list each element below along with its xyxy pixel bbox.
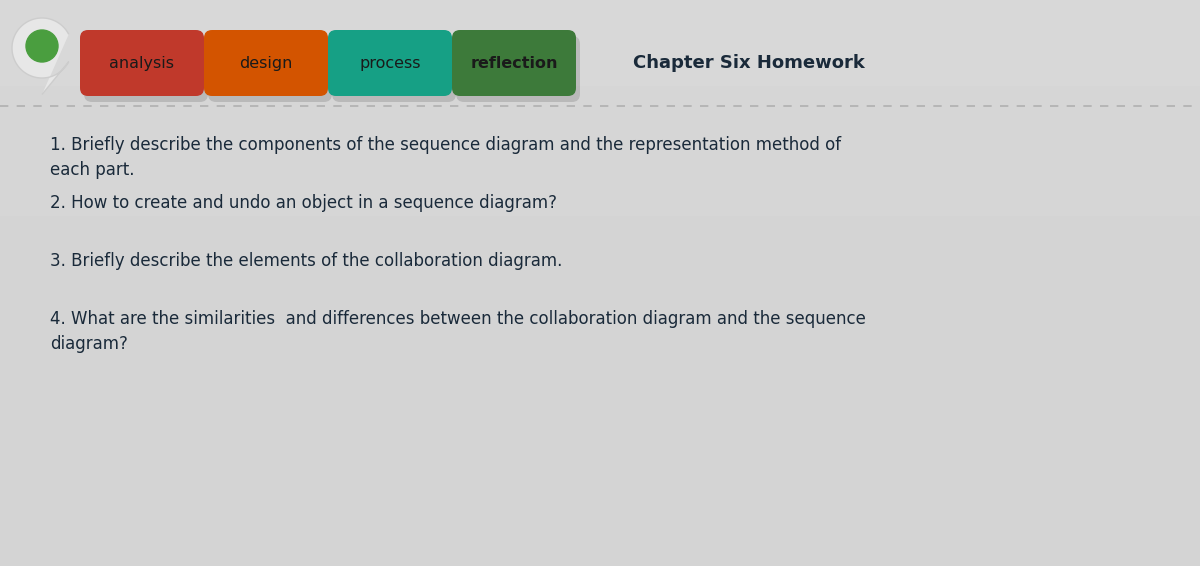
FancyBboxPatch shape: [452, 30, 576, 96]
FancyBboxPatch shape: [0, 86, 1200, 566]
Text: design: design: [239, 55, 293, 71]
FancyBboxPatch shape: [80, 30, 204, 96]
FancyBboxPatch shape: [204, 30, 328, 96]
FancyBboxPatch shape: [84, 36, 208, 102]
PathPatch shape: [12, 18, 68, 95]
Text: 2. How to create and undo an object in a sequence diagram?: 2. How to create and undo an object in a…: [50, 194, 557, 212]
Text: reflection: reflection: [470, 55, 558, 71]
FancyBboxPatch shape: [0, 86, 1200, 216]
Text: process: process: [359, 55, 421, 71]
FancyBboxPatch shape: [332, 36, 456, 102]
FancyBboxPatch shape: [456, 36, 580, 102]
Text: analysis: analysis: [109, 55, 174, 71]
Text: Chapter Six Homework: Chapter Six Homework: [634, 54, 865, 72]
Circle shape: [26, 30, 58, 62]
FancyBboxPatch shape: [208, 36, 332, 102]
FancyBboxPatch shape: [328, 30, 452, 96]
FancyBboxPatch shape: [0, 0, 1200, 86]
Text: 4. What are the similarities  and differences between the collaboration diagram : 4. What are the similarities and differe…: [50, 310, 866, 353]
Text: 1. Briefly describe the components of the sequence diagram and the representatio: 1. Briefly describe the components of th…: [50, 136, 841, 179]
Text: 3. Briefly describe the elements of the collaboration diagram.: 3. Briefly describe the elements of the …: [50, 252, 563, 270]
